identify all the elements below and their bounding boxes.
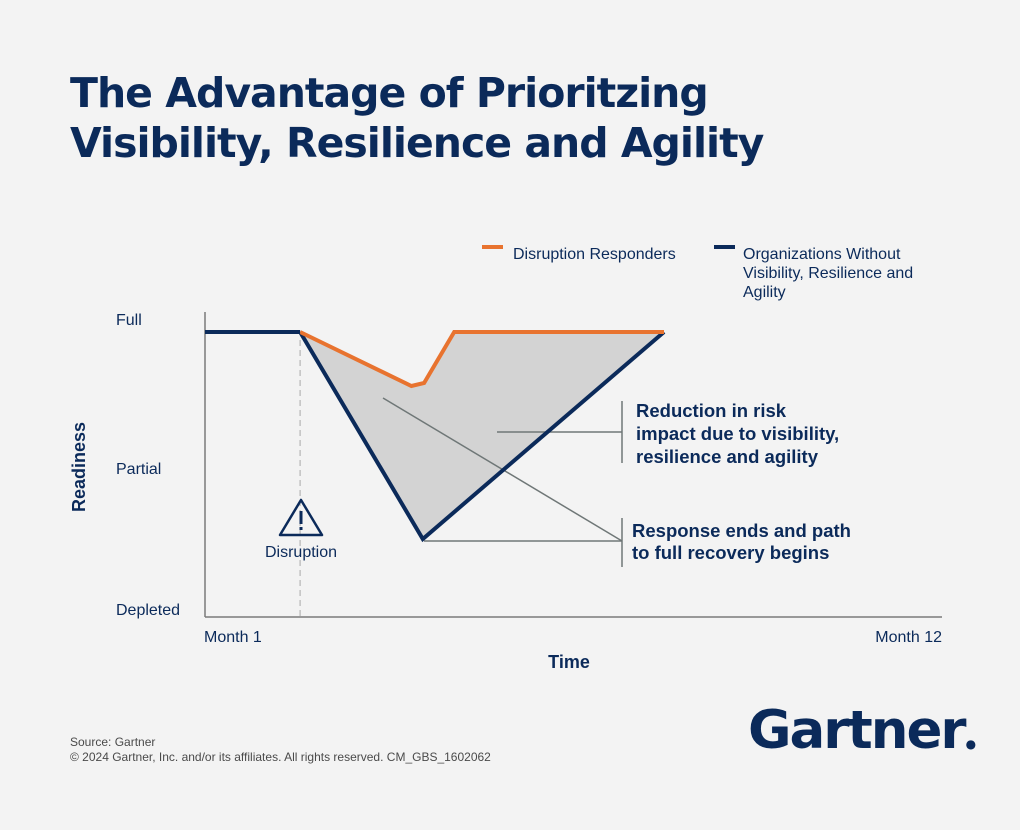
copyright-note: © 2024 Gartner, Inc. and/or its affiliat…	[70, 750, 491, 764]
y-tick-label-depleted: Depleted	[116, 602, 180, 619]
logo-registered-mark: ●	[965, 737, 977, 751]
x-tick-label-month-12: Month 12	[875, 629, 942, 646]
chart-title: The Advantage of Prioritzing Visibility,…	[70, 68, 970, 168]
legend: Disruption Responders Organizations With…	[482, 245, 918, 301]
source-note: Source: Gartner	[70, 735, 156, 749]
risk-reduction-area	[300, 332, 664, 539]
y-axis-title: Readiness	[69, 422, 89, 512]
legend-label-organizations-without: Organizations Without Visibility, Resili…	[743, 246, 918, 301]
footer: Source: Gartner © 2024 Gartner, Inc. and…	[70, 735, 491, 765]
series-line-organizations-without	[298, 330, 666, 543]
title-line-1: The Advantage of Prioritzing	[70, 69, 709, 117]
legend-label-disruption-responders: Disruption Responders	[513, 246, 676, 263]
annotation-reduction: Reduction in risk impact due to visibili…	[636, 400, 844, 467]
series-line-disruption-responders	[299, 330, 664, 389]
disruption-label: Disruption	[265, 544, 337, 561]
x-tick-label-month-1: Month 1	[204, 629, 262, 646]
title-line-2: Visibility, Resilience and Agility	[70, 119, 764, 167]
gartner-logo: Gartner●	[748, 700, 977, 761]
y-tick-label-full: Full	[116, 312, 142, 329]
y-tick-label-partial: Partial	[116, 461, 161, 478]
x-axis-title: Time	[548, 652, 590, 672]
annotation-response: Response ends and path to full recovery …	[632, 520, 856, 563]
warning-triangle-icon	[278, 498, 324, 537]
logo-text: Gartner	[748, 700, 967, 761]
